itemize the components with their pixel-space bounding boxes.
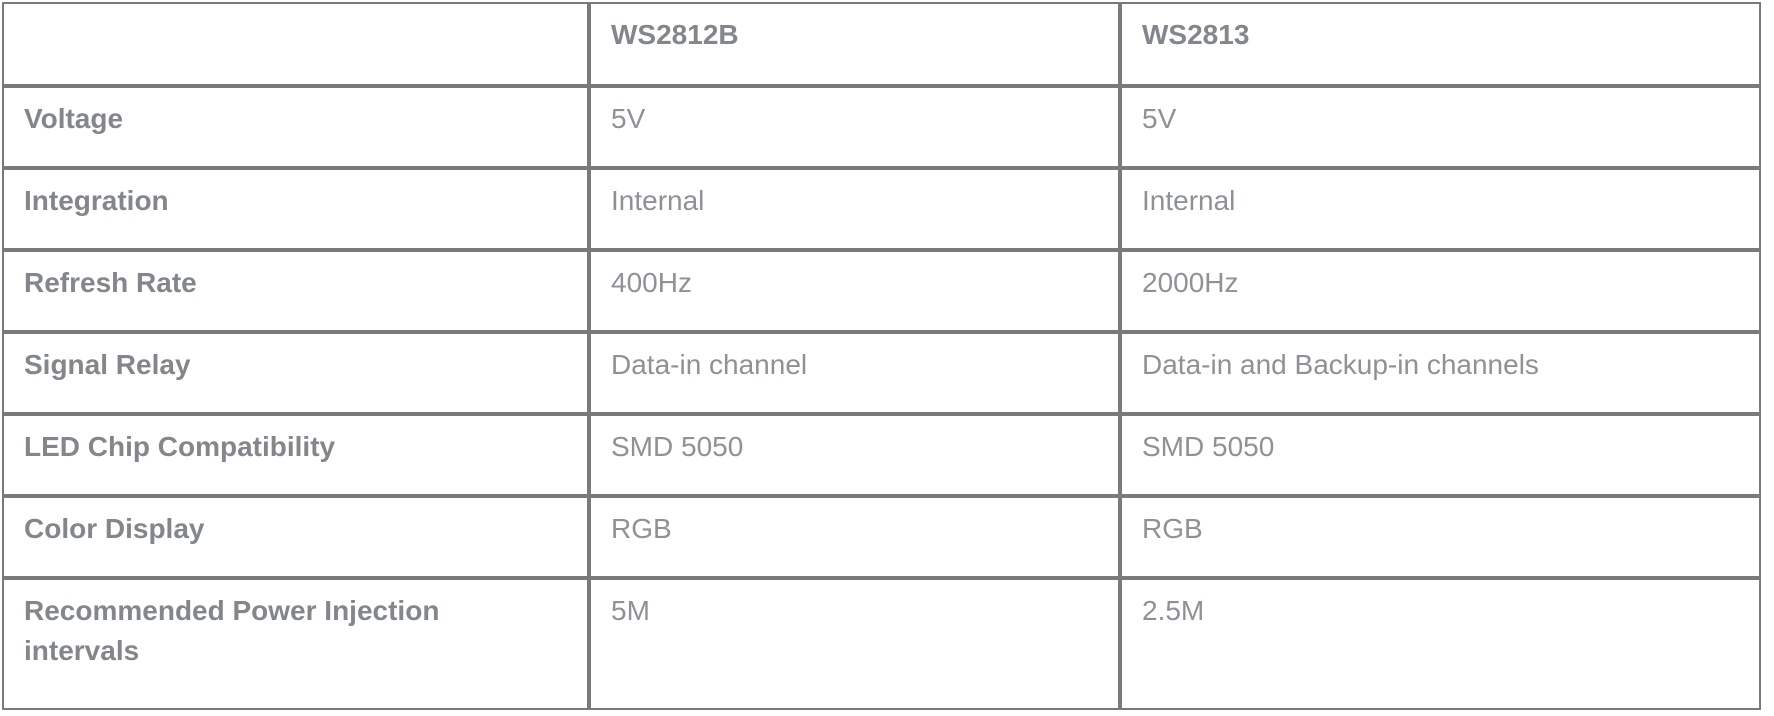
power-injection-ws2813-value: 2.5M — [1120, 578, 1761, 710]
table-row-integration: Integration Internal Internal — [2, 168, 1761, 250]
table-row-power-injection: Recommended Power Injection intervals 5M… — [2, 578, 1761, 710]
refresh-rate-ws2812b-value: 400Hz — [589, 250, 1120, 332]
led-chip-ws2813-value: SMD 5050 — [1120, 414, 1761, 496]
row-label-integration: Integration — [2, 168, 589, 250]
voltage-ws2813-value: 5V — [1120, 86, 1761, 168]
row-label-led-chip-compatibility: LED Chip Compatibility — [2, 414, 589, 496]
row-label-voltage: Voltage — [2, 86, 589, 168]
led-chip-ws2812b-value: SMD 5050 — [589, 414, 1120, 496]
row-label-refresh-rate: Refresh Rate — [2, 250, 589, 332]
row-label-color-display: Color Display — [2, 496, 589, 578]
table-row-signal-relay: Signal Relay Data-in channel Data-in and… — [2, 332, 1761, 414]
signal-relay-ws2812b-value: Data-in channel — [589, 332, 1120, 414]
table-row-refresh-rate: Refresh Rate 400Hz 2000Hz — [2, 250, 1761, 332]
row-label-signal-relay: Signal Relay — [2, 332, 589, 414]
header-empty-cell — [2, 2, 589, 86]
table-row-color-display: Color Display RGB RGB — [2, 496, 1761, 578]
table-row-voltage: Voltage 5V 5V — [2, 86, 1761, 168]
integration-ws2812b-value: Internal — [589, 168, 1120, 250]
power-injection-label-text: Recommended Power Injection intervals — [24, 595, 440, 666]
header-row: WS2812B WS2813 — [2, 2, 1761, 86]
power-injection-ws2812b-value: 5M — [589, 578, 1120, 710]
color-display-ws2812b-value: RGB — [589, 496, 1120, 578]
color-display-ws2813-value: RGB — [1120, 496, 1761, 578]
integration-ws2813-value: Internal — [1120, 168, 1761, 250]
refresh-rate-ws2813-value: 2000Hz — [1120, 250, 1761, 332]
signal-relay-ws2813-value: Data-in and Backup-in channels — [1120, 332, 1761, 414]
column-header-ws2813: WS2813 — [1120, 2, 1761, 86]
table-row-led-chip-compatibility: LED Chip Compatibility SMD 5050 SMD 5050 — [2, 414, 1761, 496]
column-header-ws2812b: WS2812B — [589, 2, 1120, 86]
voltage-ws2812b-value: 5V — [589, 86, 1120, 168]
row-label-power-injection: Recommended Power Injection intervals — [2, 578, 589, 710]
